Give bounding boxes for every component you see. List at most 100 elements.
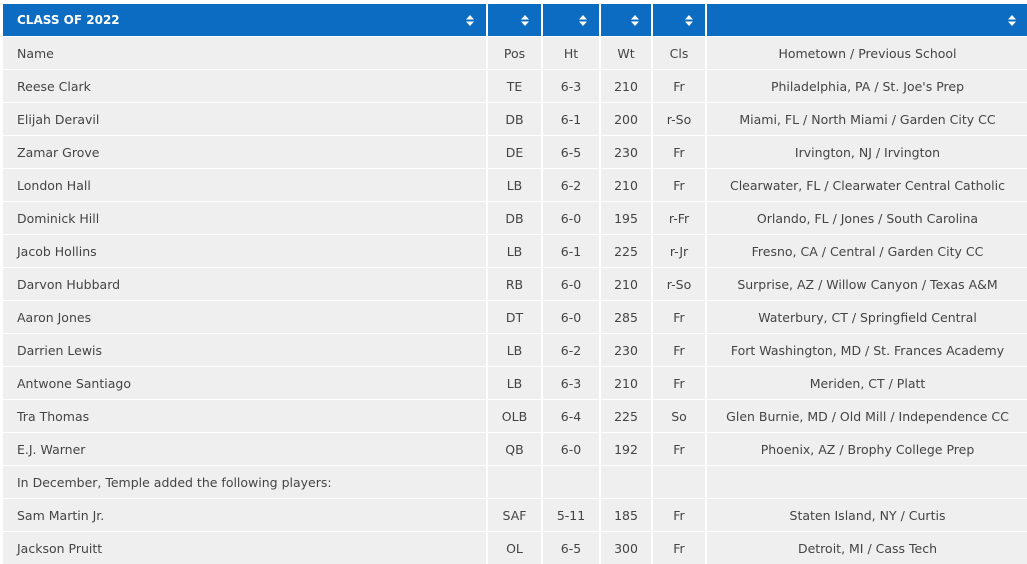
- table-cell: 6-0: [543, 301, 599, 333]
- cell-text: Hometown / Previous School: [778, 45, 957, 61]
- cell-text: 210: [614, 78, 638, 94]
- cell-text: Antwone Santiago: [17, 375, 131, 391]
- cell-text: 230: [614, 342, 638, 358]
- table-cell: Fr: [653, 70, 705, 102]
- cell-text: Darrien Lewis: [17, 342, 103, 358]
- table-cell: DB: [488, 202, 541, 234]
- cell-text: 195: [614, 210, 638, 226]
- cell-text: Zamar Grove: [17, 144, 100, 160]
- cell-text: Staten Island, NY / Curtis: [789, 507, 946, 523]
- table-cell: Dominick Hill: [3, 202, 486, 234]
- table-cell: Fresno, CA / Central / Garden City CC: [707, 235, 1027, 267]
- cell-text: Dominick Hill: [17, 210, 100, 226]
- table-cell: 6-0: [543, 433, 599, 465]
- cell-text: Clearwater, FL / Clearwater Central Cath…: [729, 177, 1005, 193]
- cell-text: LB: [506, 177, 523, 193]
- cell-text: QB: [505, 441, 524, 457]
- cell-text: 6-5: [560, 540, 582, 556]
- cell-text: Fr: [673, 507, 685, 523]
- table-cell: 6-0: [543, 268, 599, 300]
- cell-text: 6-0: [560, 441, 582, 457]
- cell-text: Wt: [617, 45, 635, 61]
- table-cell: 6-0: [543, 202, 599, 234]
- table-cell: OL: [488, 532, 541, 564]
- cell-text: Irvington, NJ / Irvington: [794, 144, 941, 160]
- cell-text: SAF: [502, 507, 527, 523]
- table-cell: r-So: [653, 103, 705, 135]
- column-header: Ht: [543, 37, 599, 69]
- cell-text: 185: [614, 507, 638, 523]
- sort-header[interactable]: [707, 4, 1027, 36]
- table-cell: r-Jr: [653, 235, 705, 267]
- table-cell: 200: [601, 103, 651, 135]
- table-cell: Fr: [653, 367, 705, 399]
- cell-text: E.J. Warner: [17, 441, 86, 457]
- sort-icon: [521, 14, 529, 26]
- table-cell: Elijah Deravil: [3, 103, 486, 135]
- column-header: Hometown / Previous School: [707, 37, 1027, 69]
- table-cell: LB: [488, 334, 541, 366]
- sort-header[interactable]: [601, 4, 651, 36]
- table-cell: Aaron Jones: [3, 301, 486, 333]
- table-cell: Tra Thomas: [3, 400, 486, 432]
- cell-text: Fr: [673, 144, 685, 160]
- cell-text: 225: [614, 243, 638, 259]
- table-cell: LB: [488, 235, 541, 267]
- cell-text: OLB: [501, 408, 528, 424]
- cell-text: r-Fr: [668, 210, 690, 226]
- table-cell: Phoenix, AZ / Brophy College Prep: [707, 433, 1027, 465]
- table-cell: Glen Burnie, MD / Old Mill / Independenc…: [707, 400, 1027, 432]
- table-cell: Irvington, NJ / Irvington: [707, 136, 1027, 168]
- sort-header[interactable]: [488, 4, 541, 36]
- table-cell: DB: [488, 103, 541, 135]
- column-header: Wt: [601, 37, 651, 69]
- table-cell: Meriden, CT / Platt: [707, 367, 1027, 399]
- empty-cell: [488, 466, 541, 498]
- table-cell: Zamar Grove: [3, 136, 486, 168]
- table-cell: Darrien Lewis: [3, 334, 486, 366]
- sort-header[interactable]: [543, 4, 599, 36]
- table-cell: Fr: [653, 301, 705, 333]
- table-cell: LB: [488, 367, 541, 399]
- cell-text: Fr: [673, 342, 685, 358]
- table-cell: Staten Island, NY / Curtis: [707, 499, 1027, 531]
- cell-text: 6-4: [560, 408, 582, 424]
- cell-text: Surprise, AZ / Willow Canyon / Texas A&M: [737, 276, 998, 292]
- sort-header[interactable]: [653, 4, 705, 36]
- cell-text: Miami, FL / North Miami / Garden City CC: [739, 111, 996, 127]
- cell-text: DB: [505, 111, 524, 127]
- cell-text: LB: [506, 375, 523, 391]
- table-cell: Jackson Pruitt: [3, 532, 486, 564]
- cell-text: DE: [505, 144, 524, 160]
- empty-cell: [601, 466, 651, 498]
- cell-text: 6-3: [560, 78, 582, 94]
- table-cell: 210: [601, 169, 651, 201]
- roster-table: CLASS OF 2022 Name Pos Ht Wt Cls Hometown / Pr…: [3, 4, 1027, 564]
- sort-icon: [466, 14, 474, 26]
- column-header: Cls: [653, 37, 705, 69]
- cell-text: Jackson Pruitt: [17, 540, 103, 556]
- table-cell: 195: [601, 202, 651, 234]
- cell-text: 6-1: [560, 243, 582, 259]
- cell-text: TE: [506, 78, 523, 94]
- cell-text: 6-0: [560, 210, 582, 226]
- cell-text: London Hall: [17, 177, 91, 193]
- empty-cell: [707, 466, 1027, 498]
- cell-text: 6-0: [560, 276, 582, 292]
- table-cell: 230: [601, 334, 651, 366]
- table-cell: Fr: [653, 532, 705, 564]
- cell-text: CLASS OF 2022: [17, 13, 120, 27]
- cell-text: RB: [505, 276, 524, 292]
- cell-text: 6-1: [560, 111, 582, 127]
- table-cell: LB: [488, 169, 541, 201]
- cell-text: LB: [506, 342, 523, 358]
- table-cell: So: [653, 400, 705, 432]
- table-cell: TE: [488, 70, 541, 102]
- cell-text: Ht: [563, 45, 579, 61]
- cell-text: Jacob Hollins: [17, 243, 97, 259]
- table-cell: r-So: [653, 268, 705, 300]
- table-cell: DE: [488, 136, 541, 168]
- sort-header[interactable]: CLASS OF 2022: [3, 4, 486, 36]
- cell-text: So: [671, 408, 687, 424]
